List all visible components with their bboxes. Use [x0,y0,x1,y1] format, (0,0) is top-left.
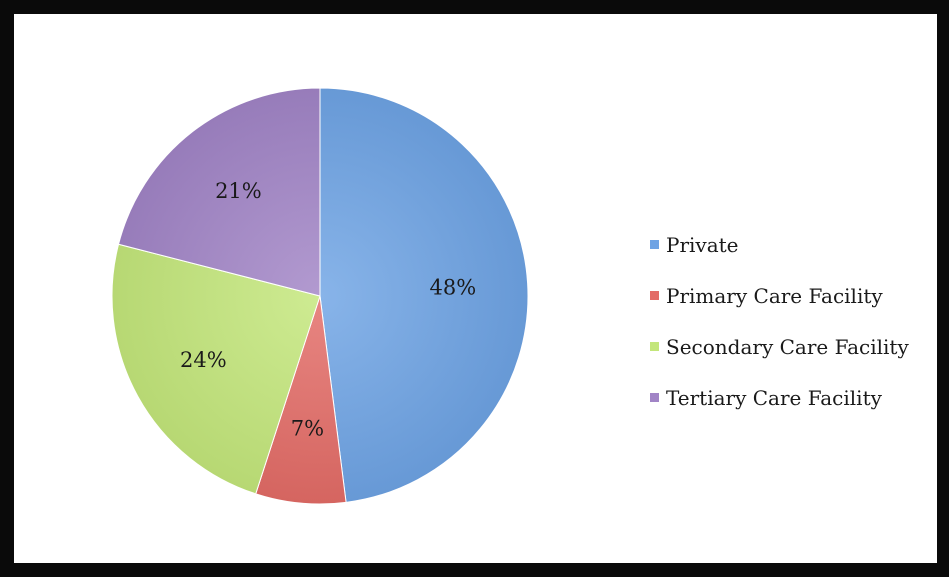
pie-slice-tertiary-care-facility [117,87,321,297]
legend-swatch-primary-care-facility [650,291,659,300]
pie-slice-private [319,87,529,503]
chart-legend: Private Primary Care Facility Secondary … [650,219,909,423]
legend-item-private: Private [650,219,909,270]
pie-chart: 48% 7% 24% 21% [111,87,529,505]
legend-label-private: Private [666,232,739,257]
legend-swatch-private [650,240,659,249]
pie-label-private: 48% [430,276,477,300]
legend-item-secondary-care-facility: Secondary Care Facility [650,321,909,372]
legend-swatch-tertiary-care-facility [650,393,659,402]
legend-label-tertiary-care-facility: Tertiary Care Facility [666,385,882,410]
legend-label-primary-care-facility: Primary Care Facility [666,283,883,308]
pie-label-tertiary-care-facility: 21% [215,179,262,203]
pie-slice-secondary-care-facility [111,243,321,495]
pie-label-secondary-care-facility: 24% [180,348,227,372]
legend-swatch-secondary-care-facility [650,342,659,351]
legend-item-tertiary-care-facility: Tertiary Care Facility [650,372,909,423]
legend-item-primary-care-facility: Primary Care Facility [650,270,909,321]
legend-label-secondary-care-facility: Secondary Care Facility [666,334,909,359]
pie-label-primary-care-facility: 7% [291,417,324,441]
